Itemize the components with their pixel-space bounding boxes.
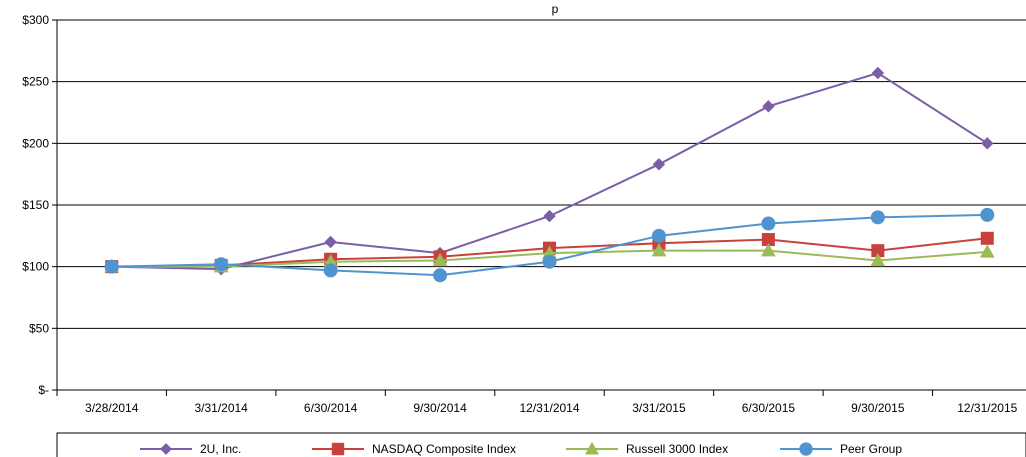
data-point: [432, 252, 448, 267]
axis-layer: $- $50 $100 $150 $200 $250 $300 3/28/2014 3/31/2…: [22, 13, 1026, 415]
x-tick-label: 12/31/2014: [519, 401, 579, 415]
data-point: [870, 210, 885, 225]
x-tick-label: 6/30/2014: [304, 401, 358, 415]
x-tick-label: 9/30/2014: [413, 401, 467, 415]
data-point: [433, 268, 448, 283]
data-point: [104, 259, 119, 274]
y-tick-label: $50: [29, 321, 49, 335]
y-tick-label: $-: [38, 383, 49, 397]
y-tick-label: $250: [22, 75, 49, 89]
legend-label: Russell 3000 Index: [626, 442, 728, 456]
series-line: [111, 71, 988, 271]
x-tick-label: 3/31/2014: [194, 401, 248, 415]
data-point: [762, 100, 775, 113]
legend-label: Peer Group: [840, 442, 902, 456]
data-point: [871, 66, 885, 80]
y-tick-label: $200: [22, 136, 49, 150]
grid-layer: [57, 19, 1026, 329]
x-tick-label: 3/28/2014: [85, 401, 139, 415]
data-point: [761, 243, 776, 257]
x-tick-label: 9/30/2015: [851, 401, 905, 415]
chart-title: p: [552, 2, 559, 16]
legend-item: Peer Group: [780, 442, 902, 456]
data-point: [980, 207, 995, 222]
data-point: [651, 243, 667, 257]
y-tick-label: $300: [22, 13, 49, 27]
x-tick-label: 12/31/2015: [957, 401, 1017, 415]
title-layer: p: [552, 2, 559, 16]
y-tick-label: $100: [22, 260, 49, 274]
legend-swatch-marker: [799, 442, 813, 456]
legend-swatch-marker: [331, 442, 345, 456]
data-point: [651, 228, 666, 243]
series-3: [104, 207, 995, 283]
data-point: [980, 231, 994, 245]
legend-item: Russell 3000 Index: [566, 441, 728, 456]
data-point: [652, 158, 666, 171]
data-point: [542, 254, 557, 269]
x-tick-label: 6/30/2015: [742, 401, 796, 415]
legend: 2U, Inc. NASDAQ Composite Index Russell 30…: [56, 432, 1026, 457]
legend-box: [56, 432, 1026, 457]
series-layer: [104, 66, 995, 283]
data-point: [543, 209, 556, 223]
y-tick-label: $150: [22, 198, 49, 212]
data-point: [324, 235, 337, 249]
legend-item: 2U, Inc.: [140, 442, 241, 456]
legend-swatch-marker: [160, 443, 172, 455]
legend-item: NASDAQ Composite Index: [312, 442, 516, 456]
legend-label: 2U, Inc.: [200, 442, 241, 456]
data-point: [981, 137, 994, 150]
legend-swatch-marker: [584, 441, 600, 455]
data-point: [979, 244, 995, 258]
data-point: [214, 257, 229, 272]
x-tick-label: 3/31/2015: [632, 401, 686, 415]
data-point: [323, 263, 338, 278]
data-point: [761, 216, 776, 231]
legend-label: NASDAQ Composite Index: [372, 442, 516, 456]
data-point: [870, 252, 886, 267]
